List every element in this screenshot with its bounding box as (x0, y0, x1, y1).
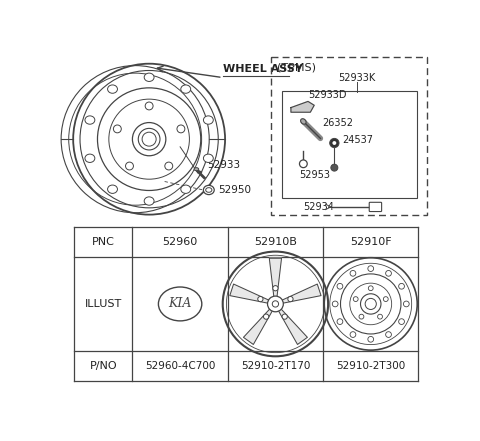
Polygon shape (281, 284, 321, 303)
Ellipse shape (108, 85, 118, 93)
Text: ILLUST: ILLUST (84, 299, 122, 309)
Text: (TPMS): (TPMS) (277, 63, 316, 73)
Text: P/NO: P/NO (89, 361, 117, 371)
Ellipse shape (138, 128, 160, 150)
Text: 52933K: 52933K (338, 73, 375, 83)
Ellipse shape (144, 73, 154, 82)
Circle shape (300, 160, 307, 168)
Text: 52960: 52960 (162, 237, 198, 247)
Ellipse shape (194, 168, 199, 171)
Circle shape (273, 286, 278, 291)
FancyBboxPatch shape (369, 202, 382, 212)
Circle shape (267, 296, 283, 312)
Circle shape (272, 301, 278, 307)
Ellipse shape (300, 119, 306, 124)
Circle shape (359, 314, 364, 319)
Circle shape (350, 332, 356, 337)
Circle shape (282, 314, 288, 319)
Polygon shape (269, 258, 282, 297)
Circle shape (399, 284, 405, 289)
Circle shape (365, 299, 376, 310)
Text: 52910-2T300: 52910-2T300 (336, 361, 406, 371)
Circle shape (403, 301, 409, 307)
Circle shape (264, 314, 269, 319)
Circle shape (258, 296, 263, 302)
Text: KIA: KIA (168, 297, 192, 310)
Circle shape (368, 336, 373, 342)
Circle shape (288, 296, 293, 302)
Circle shape (353, 297, 358, 302)
Text: 26352: 26352 (322, 118, 353, 128)
Text: 52960-4C700: 52960-4C700 (145, 361, 216, 371)
Circle shape (385, 270, 391, 276)
Text: 52910F: 52910F (350, 237, 392, 247)
Polygon shape (243, 308, 273, 344)
Circle shape (330, 138, 339, 148)
Circle shape (378, 314, 383, 319)
Ellipse shape (126, 162, 133, 170)
Text: 52910B: 52910B (254, 237, 297, 247)
Circle shape (337, 284, 343, 289)
Ellipse shape (108, 185, 118, 194)
Ellipse shape (144, 197, 154, 205)
Circle shape (333, 141, 336, 145)
Text: PNC: PNC (92, 237, 115, 247)
Ellipse shape (113, 125, 121, 133)
Text: 52910-2T170: 52910-2T170 (241, 361, 310, 371)
Text: 52953: 52953 (299, 170, 330, 180)
Text: 52933: 52933 (207, 161, 240, 170)
Ellipse shape (85, 116, 95, 124)
Polygon shape (291, 101, 314, 112)
Circle shape (337, 319, 343, 325)
Circle shape (399, 319, 405, 325)
Ellipse shape (177, 125, 185, 133)
Text: 52933D: 52933D (308, 90, 347, 100)
Circle shape (331, 164, 338, 171)
Ellipse shape (204, 116, 213, 124)
Circle shape (385, 332, 391, 337)
Circle shape (332, 301, 338, 307)
Ellipse shape (165, 162, 173, 170)
Circle shape (368, 286, 373, 291)
Text: WHEEL ASSY: WHEEL ASSY (223, 64, 302, 75)
Circle shape (384, 297, 388, 302)
Polygon shape (230, 284, 270, 303)
Text: 24537: 24537 (342, 135, 373, 145)
Text: 52934: 52934 (303, 202, 334, 212)
Ellipse shape (181, 85, 191, 93)
Ellipse shape (85, 154, 95, 162)
Ellipse shape (145, 102, 153, 110)
Ellipse shape (204, 185, 214, 194)
Ellipse shape (204, 154, 213, 162)
Polygon shape (278, 308, 307, 344)
Circle shape (350, 270, 356, 276)
Text: 52950: 52950 (218, 185, 251, 195)
Circle shape (368, 266, 373, 272)
Ellipse shape (181, 185, 191, 194)
